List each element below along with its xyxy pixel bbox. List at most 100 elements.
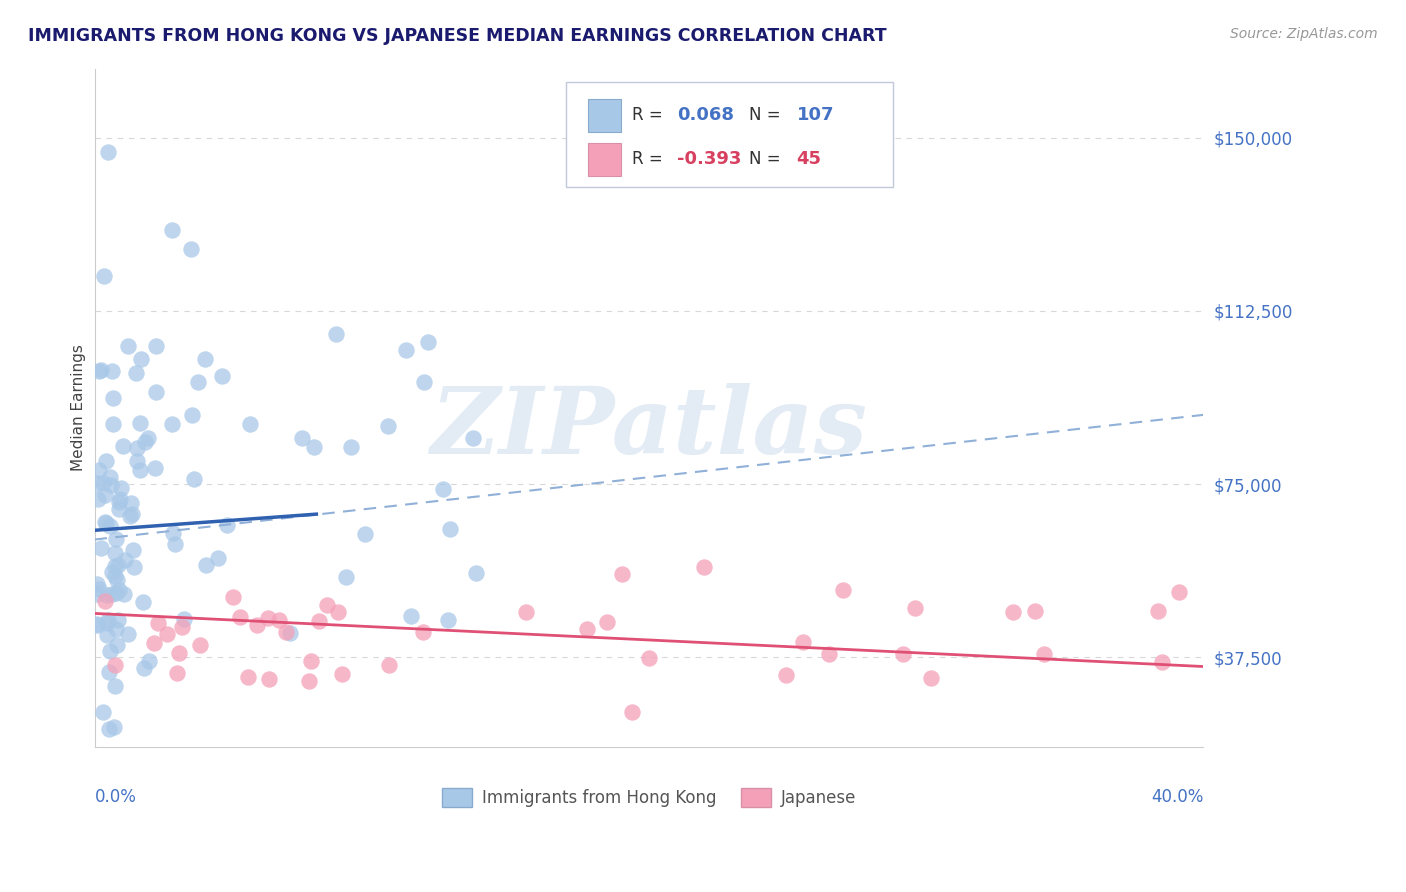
Point [98, 519, 121, 533]
Point [461, 431, 484, 445]
Point [127, 441, 149, 455]
FancyBboxPatch shape [565, 82, 893, 187]
Text: 40.0%: 40.0% [1152, 788, 1204, 806]
Point [304, 440, 326, 454]
Point [194, 352, 217, 367]
Point [432, 482, 454, 496]
Point [401, 608, 423, 623]
Point [114, 587, 136, 601]
Point [96, 628, 118, 642]
Point [100, 478, 122, 492]
Text: R =: R = [633, 151, 668, 169]
Point [146, 615, 169, 630]
Point [114, 553, 136, 567]
Point [395, 343, 418, 358]
Point [166, 665, 188, 680]
Point [105, 573, 128, 587]
Point [94, 515, 117, 529]
Point [117, 627, 139, 641]
Point [775, 668, 797, 682]
Point [94, 594, 117, 608]
Point [125, 454, 148, 468]
Point [325, 326, 347, 341]
Point [236, 670, 259, 684]
Text: R =: R = [633, 106, 668, 124]
Point [117, 338, 139, 352]
Point [920, 671, 942, 685]
Point [122, 560, 145, 574]
Point [134, 435, 156, 450]
Point [105, 638, 128, 652]
Point [378, 657, 401, 672]
Point [145, 338, 167, 352]
Point [125, 366, 148, 380]
Point [173, 612, 195, 626]
Point [274, 625, 297, 640]
Point [86, 587, 108, 601]
Point [121, 507, 143, 521]
Point [145, 384, 167, 399]
Point [96, 616, 118, 631]
Point [134, 660, 156, 674]
Point [155, 627, 177, 641]
Point [188, 638, 211, 652]
Point [101, 587, 124, 601]
Point [108, 583, 131, 598]
Point [222, 590, 245, 604]
Legend: Immigrants from Hong Kong, Japanese: Immigrants from Hong Kong, Japanese [434, 781, 863, 814]
Point [120, 496, 142, 510]
Point [904, 601, 927, 615]
Point [308, 614, 330, 628]
Point [575, 622, 598, 636]
Point [93, 269, 115, 284]
Point [267, 613, 290, 627]
Point [187, 375, 209, 389]
Point [93, 705, 115, 719]
Text: -0.393: -0.393 [676, 151, 741, 169]
Point [160, 223, 183, 237]
Point [180, 408, 202, 422]
Point [1147, 604, 1170, 618]
Point [229, 610, 252, 624]
Point [211, 369, 233, 384]
Point [693, 560, 716, 574]
Point [104, 558, 127, 573]
Point [89, 582, 111, 596]
Point [110, 491, 132, 506]
Point [104, 532, 127, 546]
Point [101, 364, 124, 378]
Point [89, 364, 111, 378]
Point [160, 417, 183, 431]
Point [136, 431, 159, 445]
Point [298, 674, 321, 689]
Point [120, 508, 142, 523]
Point [86, 577, 108, 591]
Point [818, 648, 841, 662]
Point [162, 525, 184, 540]
Point [91, 476, 114, 491]
Point [891, 648, 914, 662]
Point [111, 439, 134, 453]
Point [239, 417, 262, 431]
Point [291, 431, 314, 445]
Point [330, 667, 353, 681]
Point [163, 536, 186, 550]
Point [299, 654, 322, 668]
Point [104, 657, 127, 672]
Point [416, 334, 439, 349]
Point [339, 440, 361, 454]
Point [90, 541, 112, 555]
Point [207, 551, 229, 566]
Point [326, 605, 349, 619]
Point [104, 569, 127, 583]
Point [832, 583, 855, 598]
Point [97, 613, 120, 627]
Text: Source: ZipAtlas.com: Source: ZipAtlas.com [1230, 27, 1378, 41]
Point [98, 665, 121, 680]
Point [110, 481, 132, 495]
Point [101, 565, 124, 579]
Text: 0.068: 0.068 [676, 106, 734, 124]
Point [172, 620, 194, 634]
Point [792, 634, 814, 648]
Point [610, 567, 633, 582]
